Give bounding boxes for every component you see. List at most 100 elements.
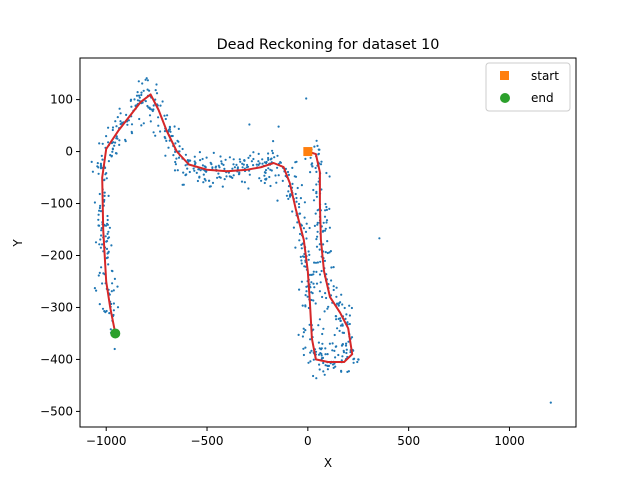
measurement-point — [343, 306, 346, 310]
measurement-point — [326, 251, 329, 255]
y-tick-label: −100 — [40, 197, 73, 211]
measurement-point — [116, 285, 119, 288]
measurement-point — [115, 152, 118, 155]
measurement-point — [209, 185, 212, 188]
measurement-point — [273, 156, 276, 159]
measurement-point — [201, 164, 204, 167]
measurement-point — [154, 89, 157, 92]
measurement-point — [332, 288, 335, 292]
measurement-point — [142, 89, 145, 92]
measurement-outlier — [325, 219, 329, 222]
measurement-point — [318, 290, 321, 293]
measurement-point — [232, 158, 235, 161]
measurement-point — [339, 301, 342, 304]
measurement-point — [339, 319, 342, 322]
measurement-point — [111, 147, 114, 150]
measurement-point — [205, 156, 208, 159]
measurement-point — [324, 227, 327, 230]
x-tick-label: 1000 — [494, 434, 525, 448]
measurement-point — [312, 328, 315, 331]
measurement-point — [110, 155, 113, 158]
measurement-point — [97, 274, 100, 277]
measurement-point — [93, 287, 96, 290]
measurement-point — [287, 173, 290, 176]
measurement-point — [309, 338, 312, 341]
measurement-point — [319, 163, 323, 166]
measurement-point — [167, 146, 170, 149]
measurement-point — [106, 223, 109, 226]
measurement-point — [118, 107, 121, 110]
measurement-point — [324, 347, 327, 350]
measurement-point — [114, 141, 117, 144]
measurement-point — [294, 192, 297, 196]
measurement-point — [271, 152, 274, 155]
measurement-point — [157, 116, 160, 119]
measurement-point — [107, 160, 110, 163]
measurement-point — [116, 306, 120, 309]
measurement-point — [347, 340, 350, 343]
measurement-outlier — [248, 123, 251, 126]
measurement-point — [312, 273, 315, 276]
measurement-point — [212, 151, 215, 154]
measurement-point — [241, 166, 244, 169]
measurement-point — [345, 351, 348, 355]
measurement-point — [287, 190, 290, 193]
measurement-point — [111, 128, 114, 132]
measurement-point — [140, 124, 143, 127]
measurement-point — [98, 206, 101, 210]
measurement-point — [115, 137, 118, 140]
measurement-point — [112, 289, 115, 292]
measurement-point — [307, 258, 310, 261]
measurement-point — [326, 364, 330, 368]
measurement-point — [211, 166, 214, 169]
measurement-point — [100, 229, 103, 232]
measurement-point — [261, 162, 264, 165]
measurement-point — [103, 179, 106, 182]
x-tick-label: −1000 — [86, 434, 127, 448]
measurement-point — [312, 199, 316, 202]
measurement-point — [232, 163, 235, 166]
measurement-point — [297, 202, 301, 206]
measurement-point — [323, 373, 326, 376]
measurement-point — [265, 160, 268, 164]
measurement-point — [202, 181, 205, 184]
measurement-point — [295, 196, 298, 200]
measurement-point — [267, 167, 270, 170]
measurement-point — [312, 299, 315, 302]
y-tick-label: 100 — [50, 93, 73, 107]
measurement-point — [201, 157, 204, 161]
measurement-point — [166, 114, 169, 117]
measurement-point — [302, 347, 305, 350]
measurement-point — [339, 317, 342, 320]
measurement-point — [136, 91, 139, 94]
measurement-point — [324, 364, 327, 367]
measurement-point — [337, 353, 340, 357]
measurement-point — [152, 131, 155, 134]
measurement-point — [307, 361, 310, 364]
plot-area — [90, 77, 552, 404]
measurement-point — [350, 336, 354, 339]
measurement-point — [329, 250, 332, 253]
measurement-point — [113, 144, 116, 147]
measurement-point — [295, 200, 298, 203]
measurement-point — [111, 150, 114, 153]
start-end-markers — [110, 147, 313, 339]
measurement-point — [330, 266, 333, 269]
y-tick-label: −500 — [40, 404, 73, 418]
measurement-point — [322, 221, 325, 224]
measurement-point — [255, 163, 258, 166]
measurement-outlier — [90, 160, 93, 163]
y-axis-ticks: −500 −400 −300 −200 −100 0 100 — [40, 93, 80, 418]
measurement-point — [148, 114, 152, 117]
measurement-point — [177, 156, 181, 159]
measurement-point — [308, 253, 311, 256]
measurement-point — [101, 307, 105, 310]
measurement-point — [172, 154, 175, 157]
measurement-point — [324, 202, 327, 206]
measurement-point — [113, 347, 116, 351]
measurement-point — [130, 105, 133, 108]
measurement-point — [169, 130, 172, 133]
measurement-point — [333, 349, 336, 352]
measurement-point — [217, 172, 220, 175]
measurement-point — [174, 142, 177, 145]
